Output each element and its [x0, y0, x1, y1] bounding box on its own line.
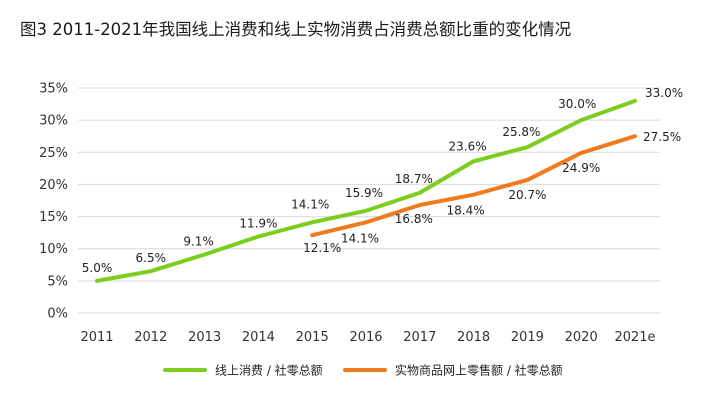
data-label: 27.5% — [643, 130, 681, 144]
legend-label-2: 实物商品网上零售额 / 社零总额 — [395, 363, 563, 378]
legend-label-1: 线上消费 / 社零总额 — [215, 363, 323, 378]
series-line-1 — [95, 98, 637, 283]
x-tick-label: 2021e — [614, 330, 655, 345]
x-axis-ticks: 2011 2012 2013 2014 2015 2016 2017 2018 2019 2020… — [80, 330, 655, 345]
y-tick-label: 20% — [39, 178, 68, 193]
x-tick-label: 2016 — [349, 330, 382, 345]
data-label: 33.0% — [645, 86, 683, 100]
data-label: 15.9% — [345, 186, 383, 200]
y-tick-label: 35% — [39, 82, 68, 97]
series-lines — [95, 98, 637, 283]
data-label: 12.1% — [303, 241, 341, 255]
data-label: 16.8% — [395, 212, 433, 226]
chart-title: 图3 2011-2021年我国线上消费和线上实物消费占消费总额比重的变化情况 — [20, 20, 572, 39]
data-label: 5.0% — [82, 261, 113, 275]
data-label: 23.6% — [449, 139, 487, 153]
y-tick-label: 5% — [47, 274, 68, 289]
x-tick-label: 2015 — [296, 330, 329, 345]
legend: 线上消费 / 社零总额 实物商品网上零售额 / 社零总额 — [163, 363, 563, 378]
y-axis-ticks: 0% 5% 10% 15% 20% 25% 30% 35% — [39, 82, 68, 322]
data-label: 14.1% — [341, 231, 379, 245]
y-tick-label: 15% — [39, 210, 68, 225]
y-tick-label: 25% — [39, 146, 68, 161]
data-label: 30.0% — [558, 97, 596, 111]
data-label: 25.8% — [502, 125, 540, 139]
data-label: 6.5% — [136, 251, 167, 265]
x-tick-label: 2013 — [188, 330, 221, 345]
x-tick-label: 2012 — [134, 330, 167, 345]
series-line-2 — [310, 134, 637, 238]
data-labels: 5.0% 6.5% 9.1% 11.9% 14.1% 15.9% 18.7% 23.6% 25.… — [82, 86, 683, 275]
x-tick-label: 2020 — [565, 330, 598, 345]
data-label: 9.1% — [183, 235, 214, 249]
data-label: 18.4% — [447, 204, 485, 218]
x-tick-label: 2014 — [242, 330, 275, 345]
x-tick-label: 2019 — [511, 330, 544, 345]
data-label: 20.7% — [508, 188, 546, 202]
data-label: 11.9% — [239, 217, 277, 231]
y-tick-label: 10% — [39, 242, 68, 257]
data-label: 24.9% — [562, 161, 600, 175]
data-label: 14.1% — [291, 197, 329, 211]
x-tick-label: 2017 — [403, 330, 436, 345]
y-tick-label: 30% — [39, 114, 68, 129]
data-label: 18.7% — [395, 172, 433, 186]
x-tick-label: 2011 — [80, 330, 113, 345]
x-tick-label: 2018 — [457, 330, 490, 345]
y-tick-label: 0% — [47, 307, 68, 322]
grid-lines — [78, 87, 660, 314]
